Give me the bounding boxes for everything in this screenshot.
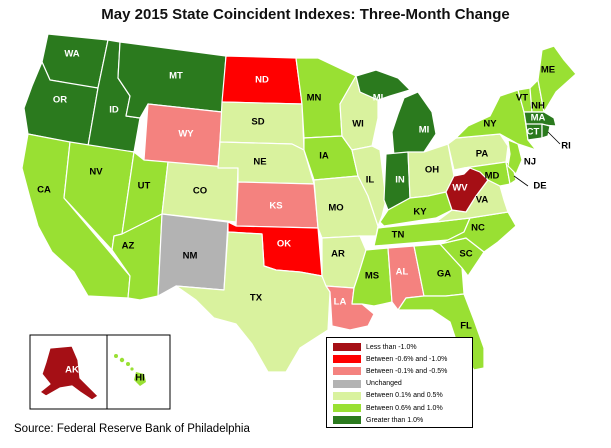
legend-label: Between 0.1% and 0.5% <box>366 392 443 400</box>
legend-item: Between -0.1% and -0.5% <box>333 365 472 377</box>
legend-swatch <box>333 343 361 352</box>
state-MA[interactable] <box>523 111 557 127</box>
legend-label: Unchanged <box>366 380 402 388</box>
state-label-LA: LA <box>334 297 347 308</box>
state-label-NV: NV <box>89 167 103 178</box>
state-label-VA: VA <box>476 195 489 206</box>
state-label-NY: NY <box>483 119 497 130</box>
state-label-CA: CA <box>37 185 51 196</box>
state-label-ND: ND <box>255 75 269 86</box>
state-label-PA: PA <box>476 149 489 160</box>
state-label-IN: IN <box>395 175 405 186</box>
state-label-AR: AR <box>331 249 345 260</box>
state-label-SD: SD <box>251 117 264 128</box>
state-label-WY: WY <box>178 129 194 140</box>
state-label-MI: MI <box>419 125 430 136</box>
legend-item: Between 0.1% and 0.5% <box>333 390 472 402</box>
legend-item: Between 0.6% and 1.0% <box>333 402 472 414</box>
leader-lines <box>513 131 561 187</box>
state-label-MS: MS <box>365 271 379 282</box>
state-label-VT: VT <box>516 93 528 104</box>
state-label-KS: KS <box>269 201 282 212</box>
state-ME[interactable] <box>537 45 577 113</box>
state-label-SC: SC <box>459 249 472 260</box>
legend-label: Between -0.1% and -0.5% <box>366 367 448 375</box>
legend-swatch <box>333 416 361 425</box>
legend-swatch <box>333 355 361 364</box>
state-label-CT: CT <box>527 127 540 138</box>
map-title: May 2015 State Coincident Indexes: Three… <box>101 6 510 23</box>
legend-label: Less than -1.0% <box>366 343 417 351</box>
state-label-FL: FL <box>460 321 472 332</box>
legend-label: Between 0.6% and 1.0% <box>366 404 443 412</box>
legend-item: Less than -1.0% <box>333 341 472 353</box>
state-label-GA: GA <box>437 269 451 280</box>
state-label-IL: IL <box>366 175 375 186</box>
state-label-AZ: AZ <box>122 241 135 252</box>
state-label-NC: NC <box>471 223 485 234</box>
state-label-CO: CO <box>193 186 207 197</box>
legend-swatch <box>333 404 361 413</box>
state-label-MD: MD <box>485 171 500 182</box>
state-IL[interactable] <box>351 145 387 227</box>
state-label-TN: TN <box>392 230 405 241</box>
state-AK[interactable] <box>39 345 99 401</box>
state-label-MI-upper: MI <box>373 93 384 104</box>
state-label-RI: RI <box>561 141 571 152</box>
state-label-AL: AL <box>396 267 409 278</box>
source-note: Source: Federal Reserve Bank of Philadel… <box>14 423 250 435</box>
state-label-NJ: NJ <box>524 157 536 168</box>
state-label-ID: ID <box>109 105 119 116</box>
state-label-WV: WV <box>452 183 468 194</box>
state-label-WI: WI <box>352 119 364 130</box>
legend-item: Unchanged <box>333 378 472 390</box>
legend-swatch <box>333 367 361 376</box>
map-legend: Less than -1.0% Between -0.6% and -1.0% Be… <box>326 337 473 428</box>
state-label-AK: AK <box>65 365 79 376</box>
state-label-OR: OR <box>53 95 67 106</box>
legend-label: Between -0.6% and -1.0% <box>366 355 448 363</box>
legend-swatch <box>333 379 361 388</box>
state-label-UT: UT <box>138 181 151 192</box>
state-MI-lower[interactable] <box>391 91 437 157</box>
state-label-DE: DE <box>533 181 546 192</box>
state-label-MO: MO <box>328 203 343 214</box>
legend-item: Greater than 1.0% <box>333 414 472 426</box>
state-labels: WA OR CA ID NV MT WY UT CO AZ NM ND SD NE KS OK TX MN IA MO… <box>37 49 571 332</box>
state-label-MT: MT <box>169 71 183 82</box>
state-label-MN: MN <box>307 93 322 104</box>
state-label-MA: MA <box>531 113 546 124</box>
state-label-HI: HI <box>135 373 145 384</box>
legend-swatch <box>333 391 361 400</box>
state-HI[interactable] <box>114 354 146 386</box>
state-RI[interactable] <box>541 123 551 139</box>
hawaii-inset-frame <box>106 334 171 410</box>
states-layer <box>21 33 577 373</box>
state-label-TX: TX <box>250 293 263 304</box>
state-label-IA: IA <box>319 151 329 162</box>
state-label-KY: KY <box>413 207 427 218</box>
state-label-OH: OH <box>425 165 439 176</box>
state-label-WA: WA <box>64 49 79 60</box>
state-MI-upper[interactable] <box>355 69 411 101</box>
state-NC[interactable] <box>439 211 517 253</box>
legend-item: Between -0.6% and -1.0% <box>333 353 472 365</box>
state-TX[interactable] <box>175 231 331 373</box>
state-label-OK: OK <box>277 239 291 250</box>
state-label-NE: NE <box>253 157 266 168</box>
legend-label: Greater than 1.0% <box>366 416 424 424</box>
state-label-NH: NH <box>531 101 545 112</box>
state-label-ME: ME <box>541 65 555 76</box>
state-label-NM: NM <box>183 251 198 262</box>
